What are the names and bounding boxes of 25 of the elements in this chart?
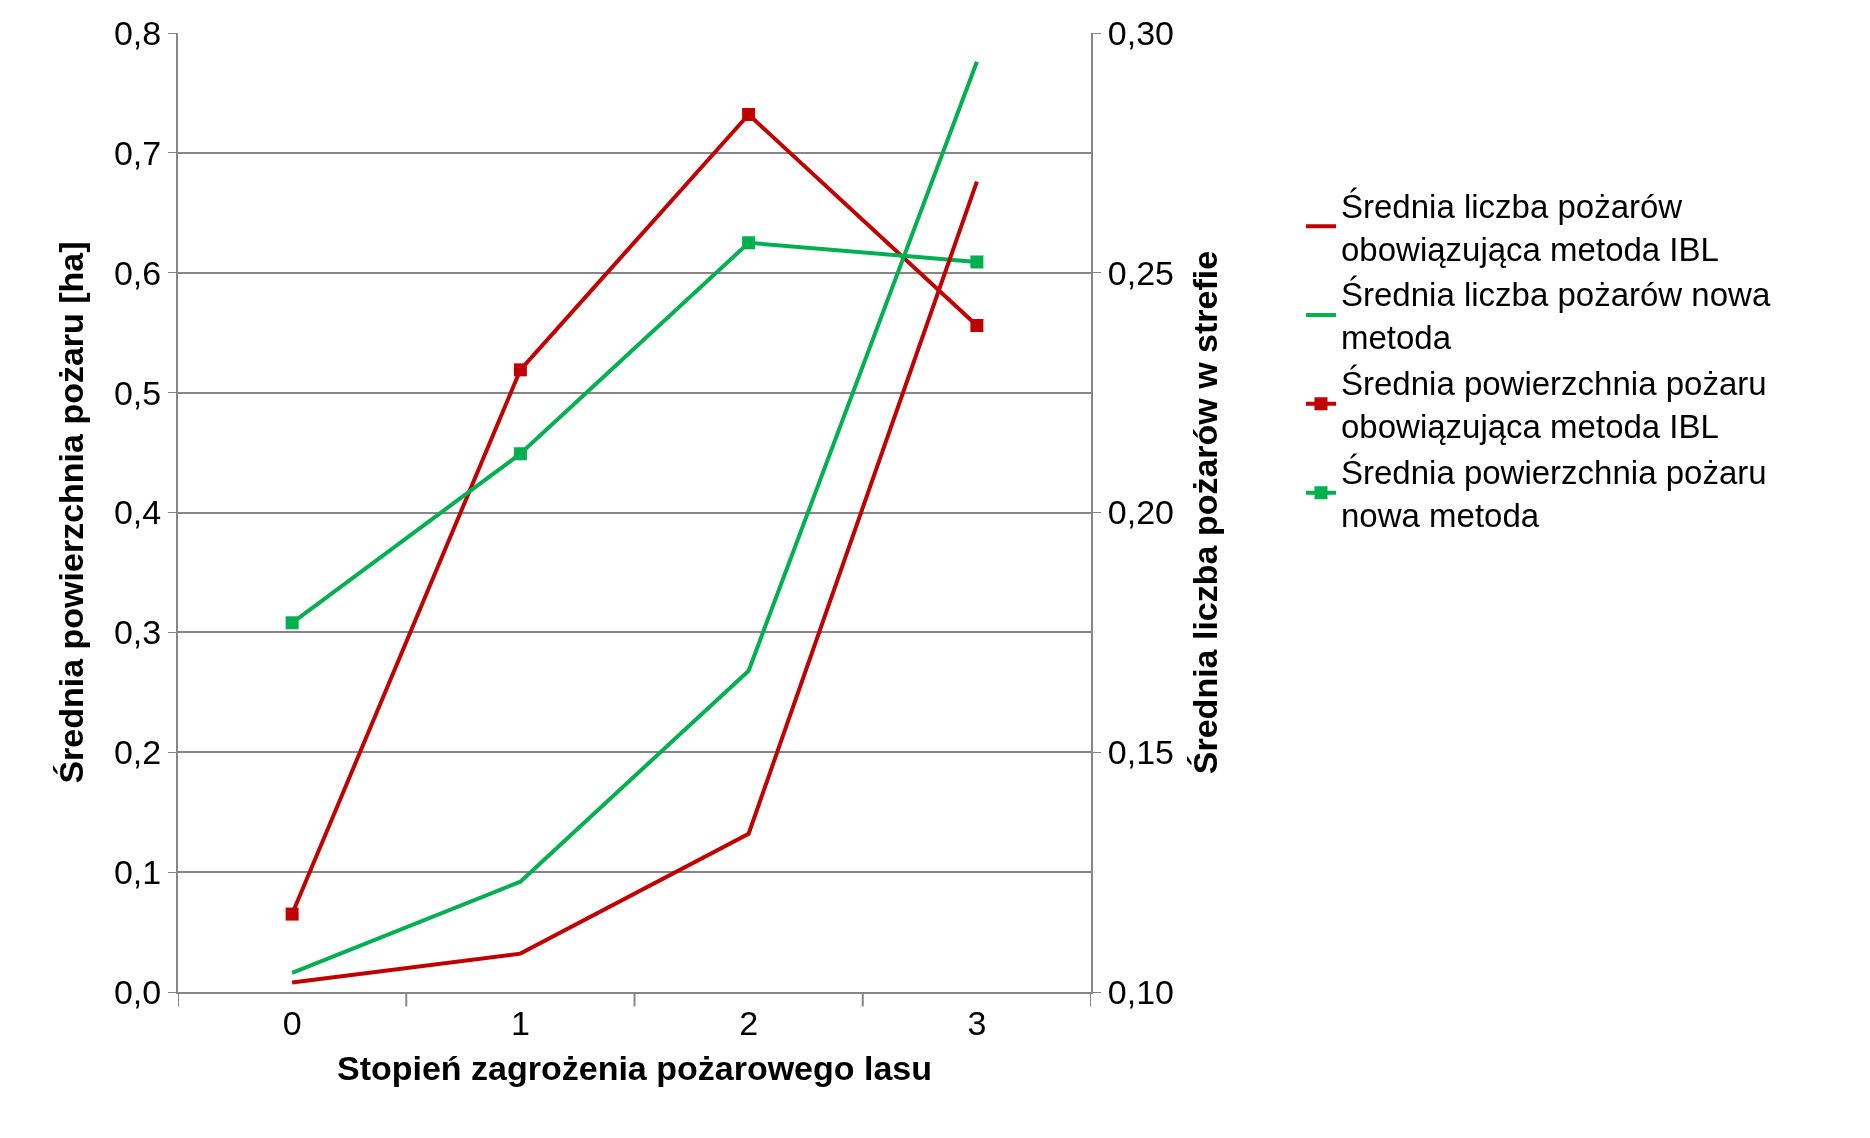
x-tick-label: 1 (510, 1003, 530, 1042)
y2-tick-label: 0,10 (1107, 972, 1174, 1011)
y-tick-label: 0,7 (113, 133, 162, 172)
legend-label: Średnia liczba pożarów obowiązująca metoda IBL (1340, 186, 1719, 268)
y-tick-label: 0,5 (113, 373, 162, 412)
y-tick-label: 0,1 (113, 853, 162, 892)
y-tick-label: 0,3 (113, 613, 162, 652)
legend-label: Średnia powierzchnia pożaru obowiązująca metoda IBL (1340, 364, 1767, 446)
x-tick-label: 3 (967, 1003, 987, 1042)
y-tick-label: 0,6 (113, 253, 162, 292)
y-tick-label: 0,4 (113, 493, 162, 532)
x-tick-label: 0 (282, 1003, 302, 1042)
y2-tick-label: 0,20 (1107, 493, 1174, 532)
y-axis-title: Średnia powierzchnia pożaru [ha] (52, 241, 91, 784)
y2-tick-label: 0,15 (1107, 733, 1174, 772)
y-tick-label: 0,2 (113, 733, 162, 772)
y-tick-label: 0,0 (113, 972, 162, 1011)
y-tick-label: 0,8 (113, 13, 162, 52)
y2-tick-label: 0,25 (1107, 253, 1174, 292)
x-axis-title: Stopień zagrożenia pożarowego lasu (336, 1048, 933, 1087)
legend-label: Średnia liczba pożarów nowa metoda (1340, 275, 1771, 357)
y2-axis-title: Średnia liczba pożarów w strefie (1185, 250, 1224, 775)
legend-label: Średnia powierzchnia pożaru nowa metoda (1340, 453, 1767, 534)
x-tick-label: 2 (739, 1003, 759, 1042)
y2-tick-label: 0,30 (1107, 13, 1174, 52)
